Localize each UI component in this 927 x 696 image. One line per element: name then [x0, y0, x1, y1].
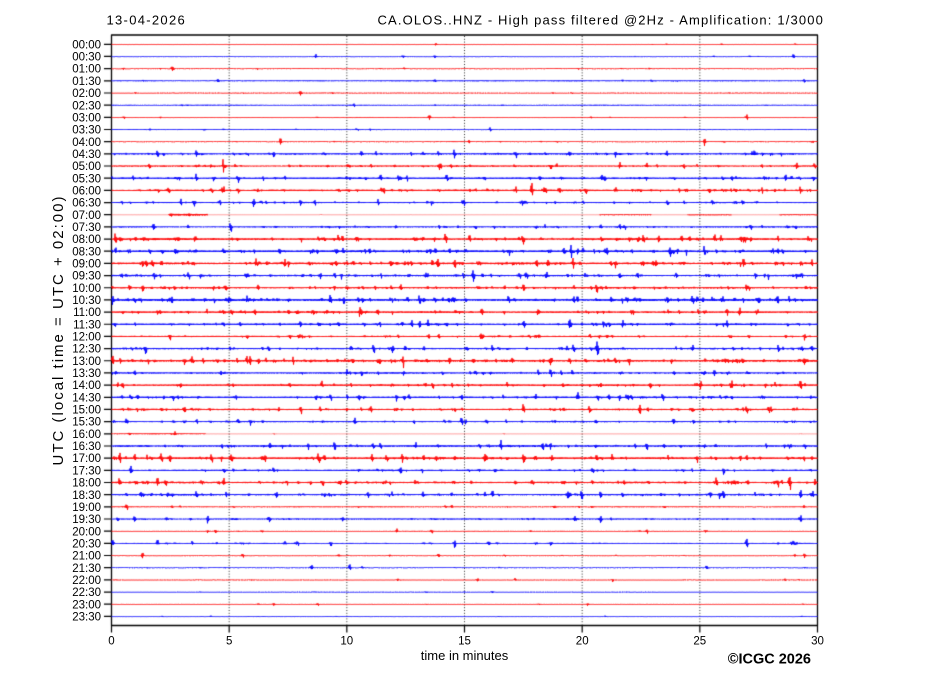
svg-text:10: 10	[340, 636, 353, 648]
svg-text:17:00: 17:00	[72, 453, 101, 465]
svg-text:19:30: 19:30	[72, 514, 101, 526]
svg-text:02:00: 02:00	[72, 88, 101, 100]
svg-text:05:30: 05:30	[72, 173, 101, 185]
svg-text:09:00: 09:00	[72, 259, 101, 271]
svg-text:06:00: 06:00	[72, 186, 101, 198]
svg-text:22:30: 22:30	[72, 587, 101, 599]
svg-text:01:30: 01:30	[72, 76, 101, 88]
svg-text:04:00: 04:00	[72, 137, 101, 149]
svg-text:11:00: 11:00	[73, 307, 101, 319]
svg-text:0: 0	[108, 636, 114, 648]
svg-text:15: 15	[458, 636, 471, 648]
svg-text:5: 5	[226, 636, 232, 648]
svg-text:06:30: 06:30	[72, 198, 101, 210]
svg-text:time in minutes: time in minutes	[421, 648, 509, 663]
svg-text:08:00: 08:00	[72, 234, 101, 246]
svg-text:02:30: 02:30	[72, 100, 101, 112]
svg-text:17:30: 17:30	[72, 465, 101, 477]
svg-text:25: 25	[693, 636, 706, 648]
svg-text:20: 20	[576, 636, 589, 648]
svg-text:13:30: 13:30	[72, 368, 101, 380]
svg-text:30: 30	[811, 636, 824, 648]
svg-text:18:00: 18:00	[72, 478, 101, 490]
svg-text:03:00: 03:00	[72, 112, 101, 124]
svg-text:14:00: 14:00	[72, 380, 101, 392]
svg-text:07:30: 07:30	[72, 222, 101, 234]
svg-text:UTC (local time = UTC + 02:00): UTC (local time = UTC + 02:00)	[50, 195, 67, 466]
svg-text:12:00: 12:00	[72, 332, 101, 344]
svg-text:13-04-2026: 13-04-2026	[107, 12, 187, 27]
svg-text:11:30: 11:30	[73, 319, 101, 331]
svg-text:00:30: 00:30	[72, 52, 101, 64]
svg-text:18:30: 18:30	[72, 490, 101, 502]
svg-text:14:30: 14:30	[72, 392, 101, 404]
svg-text:23:00: 23:00	[72, 599, 101, 611]
svg-text:20:30: 20:30	[72, 539, 101, 551]
svg-text:15:30: 15:30	[72, 417, 101, 429]
svg-text:12:30: 12:30	[72, 344, 101, 356]
svg-text:08:30: 08:30	[72, 246, 101, 258]
svg-text:22:00: 22:00	[72, 575, 101, 587]
svg-text:01:00: 01:00	[72, 64, 101, 76]
svg-text:13:00: 13:00	[72, 356, 101, 368]
svg-text:10:00: 10:00	[72, 283, 101, 295]
svg-text:09:30: 09:30	[72, 271, 101, 283]
svg-text:15:00: 15:00	[72, 405, 101, 417]
svg-text:03:30: 03:30	[72, 125, 101, 137]
svg-text:00:00: 00:00	[72, 39, 101, 51]
svg-text:10:30: 10:30	[72, 295, 101, 307]
svg-text:05:00: 05:00	[72, 161, 101, 173]
svg-text:21:00: 21:00	[72, 551, 101, 563]
svg-text:04:30: 04:30	[72, 149, 101, 161]
svg-text:CA.OLOS..HNZ - High pass filte: CA.OLOS..HNZ - High pass filtered @2Hz -…	[378, 12, 824, 27]
svg-text:16:30: 16:30	[72, 441, 101, 453]
svg-text:16:00: 16:00	[72, 429, 101, 441]
svg-text:07:00: 07:00	[72, 210, 101, 222]
svg-text:19:00: 19:00	[72, 502, 101, 514]
svg-text:20:00: 20:00	[72, 526, 101, 538]
svg-text:©ICGC 2026: ©ICGC 2026	[728, 652, 811, 668]
svg-text:23:30: 23:30	[72, 612, 101, 624]
svg-text:21:30: 21:30	[72, 563, 101, 575]
